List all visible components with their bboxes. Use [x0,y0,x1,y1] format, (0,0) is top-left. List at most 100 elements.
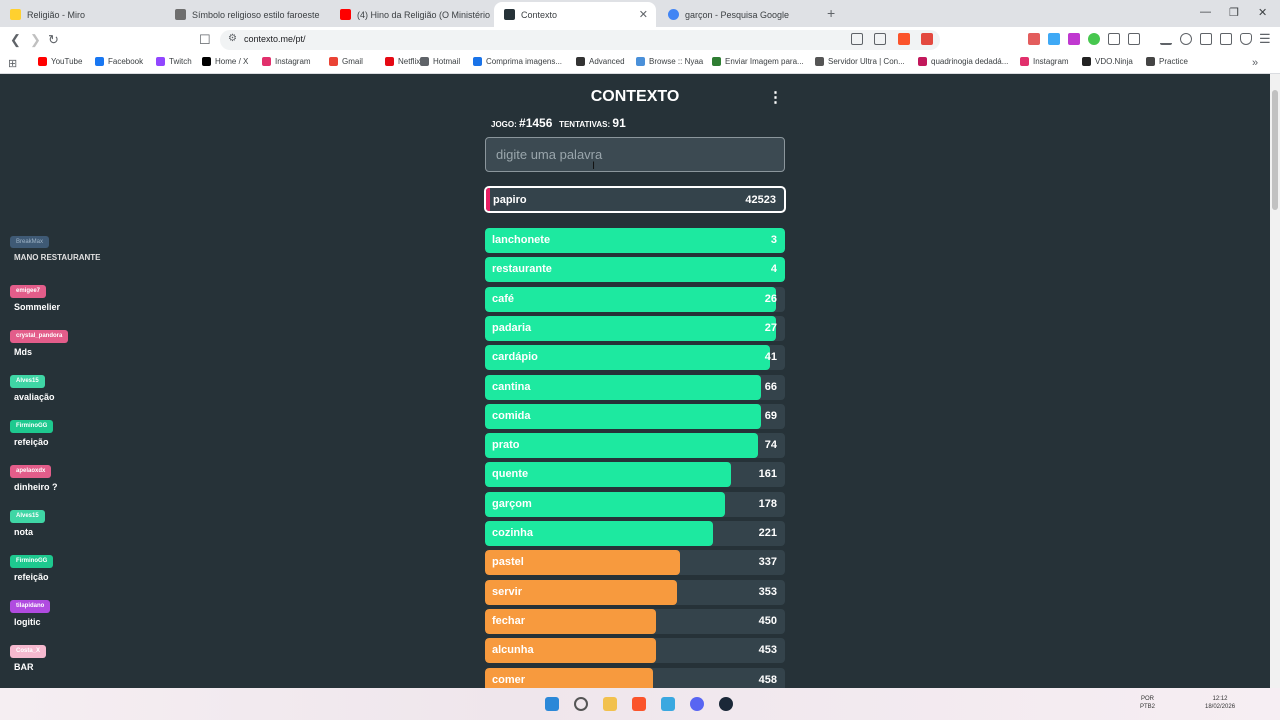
bookmark-item[interactable]: Browse :: Nyaa [636,57,703,66]
guess-rank: 458 [758,673,777,686]
miro-favicon-icon [10,9,21,20]
tab-contexto[interactable]: Contexto ✕ [494,2,656,27]
chat-username: FirminoGG [10,420,54,433]
site-info-icon[interactable]: ⚙ [228,33,237,44]
extension-icon[interactable] [1028,33,1040,45]
page-scrollbar[interactable] [1270,74,1280,688]
address-bar[interactable]: ⚙ contexto.me/pt/ [220,30,940,50]
bookmark-item[interactable]: Enviar Imagem para... [712,57,804,66]
tab-miro[interactable]: Religião - Miro [0,2,165,27]
similarity-bar [485,403,761,429]
share-icon[interactable] [874,33,886,45]
download-icon[interactable] [1160,33,1172,45]
similarity-bar [485,521,713,546]
guess-row: servir 353 [485,579,785,605]
discord-icon[interactable] [690,697,704,711]
similarity-bar [485,550,680,576]
maximize-icon[interactable]: ❐ [1229,7,1239,19]
apps-grid-icon[interactable]: ⊞ [8,58,18,70]
chat-username: tilapidano [10,600,51,613]
close-window-icon[interactable]: ✕ [1258,7,1268,19]
menu-icon[interactable]: ☰ [1259,31,1271,46]
bookmark-favicon-icon [576,57,585,66]
bookmark-item[interactable]: YouTube [38,57,82,66]
bookmark-item[interactable]: Servidor Ultra | Con... [815,57,905,66]
clock[interactable]: 12:12 18/02/2026 [1205,695,1235,711]
language-indicator[interactable]: POR PTB2 [1140,695,1155,711]
guess-rank: 161 [758,468,777,481]
word-input[interactable] [485,137,785,172]
scrollbar-thumb[interactable] [1272,90,1278,210]
bookmark-item[interactable]: Netflix [385,57,420,66]
chat-username: Alves15 [10,510,45,523]
url-text[interactable]: contexto.me/pt/ [244,34,306,44]
bookmark-item[interactable]: Comprima imagens... [473,57,562,66]
tab-simbolo[interactable]: Símbolo religioso estilo faroeste [165,2,330,27]
bookmark-item[interactable]: Gmail [329,57,363,66]
bookmark-label: Gmail [342,57,363,66]
search-icon[interactable] [574,697,588,711]
app-icon[interactable] [661,697,675,711]
steam-icon[interactable] [719,697,733,711]
extension-icon[interactable] [1048,33,1060,45]
chat-text: dinheiro ? [14,482,58,492]
windows-start-icon[interactable] [545,697,559,711]
bookmark-label: Servidor Ultra | Con... [828,57,905,66]
puzzle-icon[interactable] [1108,33,1120,45]
minimize-icon[interactable]: — [1200,6,1211,18]
bookmark-item[interactable]: Twitch [156,57,192,66]
current-guess-word: papiro [493,194,527,206]
wallet-icon[interactable] [1220,33,1232,45]
guess-rank: 337 [758,556,777,569]
guess-rank: 3 [770,234,777,246]
bookmark-item[interactable]: VDO.Ninja [1082,57,1133,66]
back-icon[interactable]: ❮ [10,32,21,47]
similarity-bar [485,315,776,341]
brave-shield-icon[interactable] [898,33,910,45]
more-bookmarks-icon[interactable]: » [1252,57,1259,69]
close-tab-icon[interactable]: ✕ [638,9,648,21]
forward-icon[interactable]: ❯ [30,32,41,47]
bookmark-item[interactable]: Advanced [576,57,625,66]
similarity-bar [485,228,785,253]
guess-row: comida 69 [485,403,785,429]
tab-youtube[interactable]: (4) Hino da Religião (O Ministério da [330,2,492,27]
bookmark-item[interactable]: Practice [1146,57,1188,66]
bookmark-item[interactable]: quadrinogia dedadá... [918,57,1008,66]
bookmark-item[interactable]: Instagram [262,57,311,66]
chat-message: FirminoGG refeição [10,414,54,447]
tab-google[interactable]: garçon - Pesquisa Google [658,2,820,27]
new-tab-button[interactable]: + [827,5,836,21]
split-view-icon[interactable] [1200,33,1212,45]
bookmark-item[interactable]: Hotmail [420,57,460,66]
sidebar-icon[interactable] [1128,33,1140,45]
bookmark-favicon-icon [1082,57,1091,66]
rewards-icon[interactable] [921,33,933,45]
bookmark-item[interactable]: Facebook [95,57,143,66]
file-explorer-icon[interactable] [603,697,617,711]
extension-icon[interactable] [1088,33,1100,45]
cast-icon[interactable] [851,33,863,45]
bookmark-item[interactable]: Instagram [1020,57,1069,66]
guess-row: lanchonete 3 [485,228,785,253]
music-icon[interactable] [1180,33,1192,45]
guess-rank: 450 [758,614,777,627]
guess-word: café [492,292,515,305]
similarity-bar [485,667,653,688]
vpn-shield-icon[interactable] [1240,33,1252,45]
similarity-bar [485,579,677,605]
brave-browser-icon[interactable] [632,697,646,711]
reload-icon[interactable]: ↻ [48,32,59,47]
guess-word: comida [492,409,531,422]
bookmark-item[interactable]: Home / X [202,57,248,66]
guess-rank: 74 [764,439,777,452]
bookmark-icon[interactable]: ☐ [199,32,211,47]
current-guess-bar [486,188,490,211]
bookmark-label: Twitch [169,57,192,66]
guess-rank: 353 [758,585,777,598]
guess-word: padaria [492,321,532,334]
guess-word: cantina [492,380,531,393]
game-number: #1456 [519,116,553,130]
extension-icon[interactable] [1068,33,1080,45]
more-options-icon[interactable]: ⋮ [768,89,783,106]
